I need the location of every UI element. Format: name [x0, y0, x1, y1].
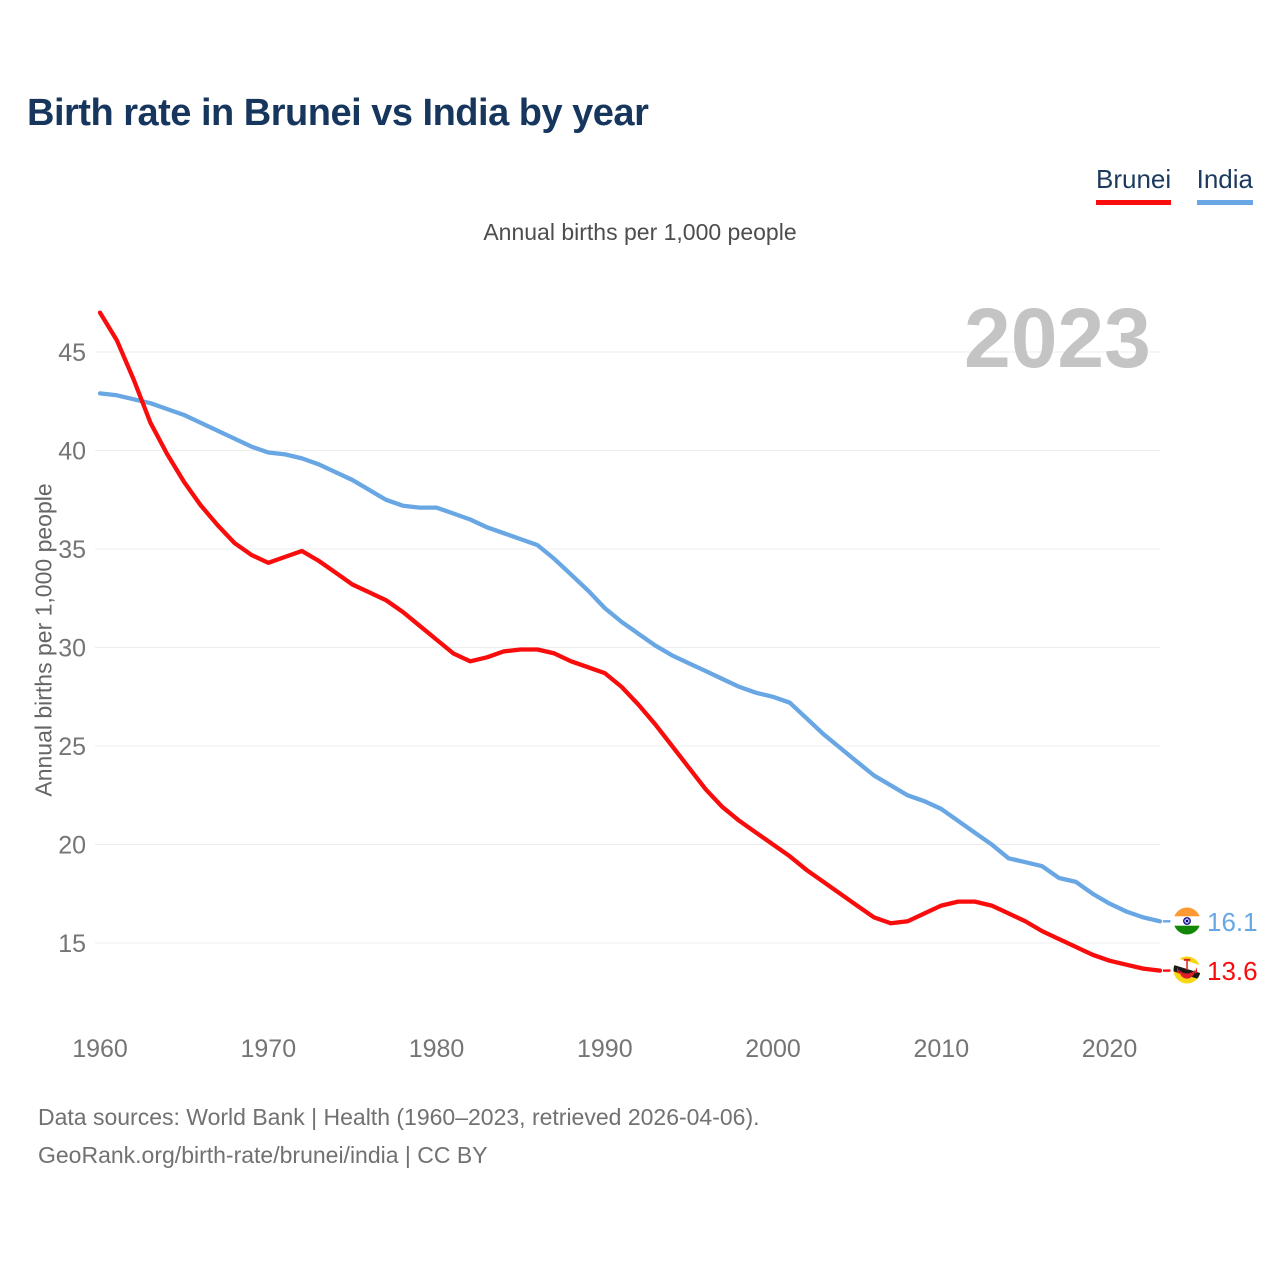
y-tick-label: 30	[58, 635, 86, 663]
x-tick-label: 1990	[577, 1035, 633, 1063]
x-tick-label: 1960	[72, 1035, 128, 1063]
legend: Brunei India	[1075, 164, 1253, 205]
y-tick-label: 45	[58, 339, 86, 367]
x-tick-label: 1980	[409, 1035, 465, 1063]
chart-title: Birth rate in Brunei vs India by year	[27, 92, 649, 134]
brunei-crest	[1176, 958, 1198, 979]
watermark-year: 2023	[964, 291, 1151, 385]
line-india	[97, 391, 1163, 924]
legend-item-brunei[interactable]: Brunei	[1096, 164, 1172, 205]
x-tick-label: 2000	[745, 1035, 801, 1063]
axis-tick-labels: 15 20 25 30 35 40 45 1960 1970 1980 1990 2000 2010 20…	[58, 339, 1137, 1063]
x-tick-label: 1970	[240, 1035, 296, 1063]
india-flag-icon	[1173, 907, 1201, 935]
y-tick-label: 35	[58, 536, 86, 564]
footer: Data sources: World Bank | Health (1960–…	[38, 1098, 760, 1174]
brunei-flag-icon	[1173, 956, 1201, 984]
x-tick-label: 2020	[1082, 1035, 1138, 1063]
end-value-brunei: 13.6	[1207, 956, 1258, 986]
legend-item-india[interactable]: India	[1196, 164, 1253, 205]
y-tick-label: 40	[58, 438, 86, 466]
chart-subtitle: Annual births per 1,000 people	[483, 219, 797, 245]
series-lines	[97, 310, 1171, 973]
footer-attribution: GeoRank.org/birth-rate/brunei/india | CC…	[38, 1142, 488, 1168]
footer-sources: Data sources: World Bank | Health (1960–…	[38, 1104, 760, 1130]
x-tick-label: 2010	[913, 1035, 969, 1063]
y-tick-label: 20	[58, 832, 86, 860]
gridlines	[95, 351, 1160, 944]
end-value-india: 16.1	[1207, 907, 1258, 937]
y-tick-label: 15	[58, 930, 86, 958]
y-tick-label: 25	[58, 733, 86, 761]
line-brunei	[97, 310, 1163, 973]
